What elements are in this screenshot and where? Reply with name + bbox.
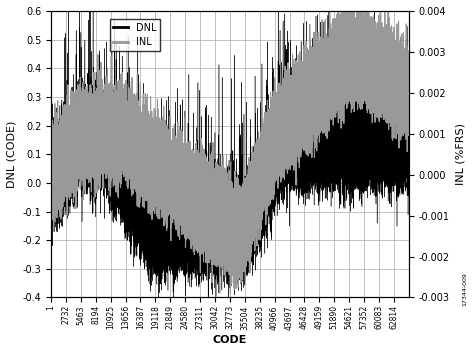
INL	[48, 166, 54, 170]
INL	[406, 102, 412, 106]
DNL	[156, 295, 161, 300]
DNL	[276, 119, 281, 124]
INL	[197, 202, 202, 207]
Y-axis label: INL (%FRS): INL (%FRS)	[455, 123, 465, 185]
DNL	[197, 216, 202, 221]
INL	[313, 83, 319, 88]
Text: 17344-009: 17344-009	[463, 272, 467, 306]
Legend: DNL, INL: DNL, INL	[110, 19, 160, 51]
INL	[328, 65, 333, 69]
Y-axis label: DNL (CODE): DNL (CODE)	[7, 120, 17, 188]
Line: INL: INL	[51, 0, 409, 293]
INL	[276, 130, 281, 134]
INL	[381, 101, 387, 105]
X-axis label: CODE: CODE	[213, 335, 247, 345]
INL	[217, 291, 223, 295]
Line: DNL: DNL	[51, 11, 409, 297]
INL	[76, 150, 81, 155]
DNL	[328, 149, 333, 153]
DNL	[313, 154, 319, 158]
DNL	[381, 137, 387, 142]
DNL	[406, 131, 412, 136]
DNL	[66, 9, 71, 13]
DNL	[76, 141, 81, 145]
DNL	[48, 171, 54, 175]
